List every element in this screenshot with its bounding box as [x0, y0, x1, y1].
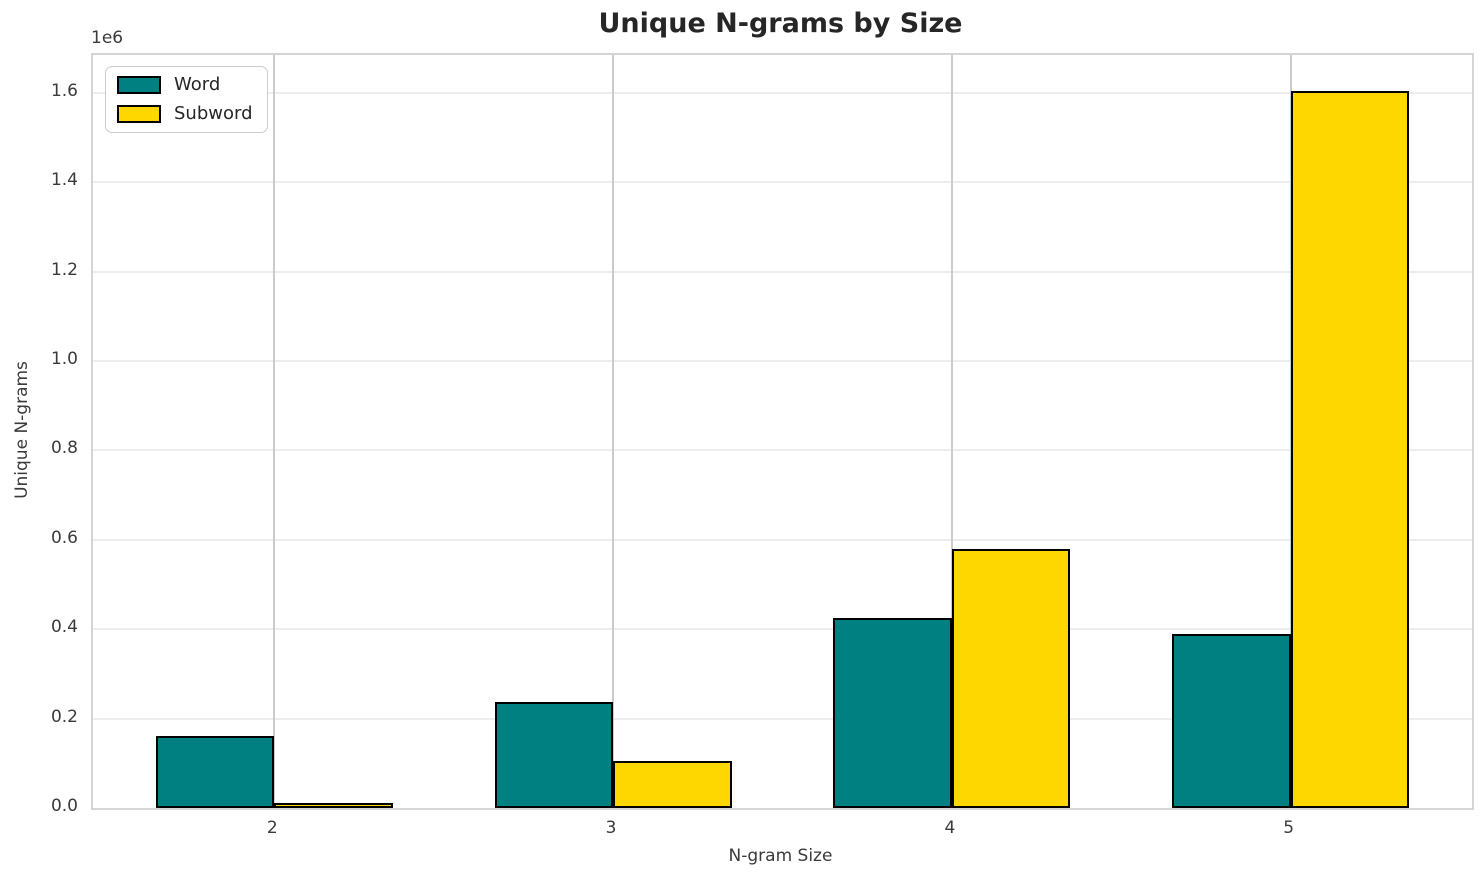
- y-tick-label: 0.0: [50, 796, 78, 816]
- y-tick-label: 0.4: [50, 617, 78, 638]
- bar-subword-4: [951, 548, 1071, 808]
- gridline-h: [93, 91, 1472, 94]
- gridline-v: [950, 55, 953, 808]
- gridline-h: [93, 181, 1472, 184]
- y-tick-label: 0.2: [50, 706, 78, 727]
- y-tick-label: 1.2: [50, 259, 78, 280]
- bar-word-3: [494, 701, 614, 808]
- gridline-h: [93, 270, 1472, 273]
- y-tick-label: 0.6: [50, 527, 78, 548]
- legend-label-word: Word: [174, 74, 221, 95]
- gridline-v: [612, 55, 615, 808]
- gridline-v: [273, 55, 276, 808]
- legend-item-subword: Subword: [117, 105, 253, 123]
- bar-word-2: [155, 736, 275, 808]
- y-tick-label: 1.6: [50, 80, 78, 101]
- legend-item-word: Word: [117, 76, 253, 94]
- legend-label-subword: Subword: [174, 103, 253, 124]
- y-axis-label: Unique N-grams: [12, 361, 32, 499]
- gridline-h: [93, 360, 1472, 363]
- x-tick-label: 5: [1283, 818, 1295, 838]
- gridline-h: [93, 449, 1472, 452]
- y-tick-label: 1.4: [50, 170, 78, 191]
- gridline-h: [93, 538, 1472, 541]
- x-tick-label: 2: [266, 818, 278, 838]
- bar-subword-2: [274, 802, 393, 808]
- y-tick-label: 0.8: [50, 438, 78, 459]
- plot-area: Word Subword: [91, 53, 1474, 810]
- y-tick-label: 1.0: [50, 349, 78, 370]
- bar-word-5: [1172, 634, 1291, 808]
- x-tick-label: 4: [944, 818, 956, 838]
- gridline-h: [93, 717, 1472, 720]
- legend: Word Subword: [105, 66, 268, 133]
- legend-swatch-subword-icon: [117, 105, 161, 123]
- chart-title: Unique N-grams by Size: [598, 8, 963, 39]
- legend-swatch-word-icon: [117, 76, 161, 94]
- bar-word-4: [833, 618, 952, 808]
- y-axis-offset-text: 1e6: [91, 28, 124, 48]
- x-tick-label: 3: [605, 818, 617, 838]
- bar-subword-5: [1290, 90, 1410, 808]
- x-axis-label: N-gram Size: [728, 846, 833, 866]
- bar-subword-3: [613, 761, 732, 808]
- gridline-h: [93, 628, 1472, 631]
